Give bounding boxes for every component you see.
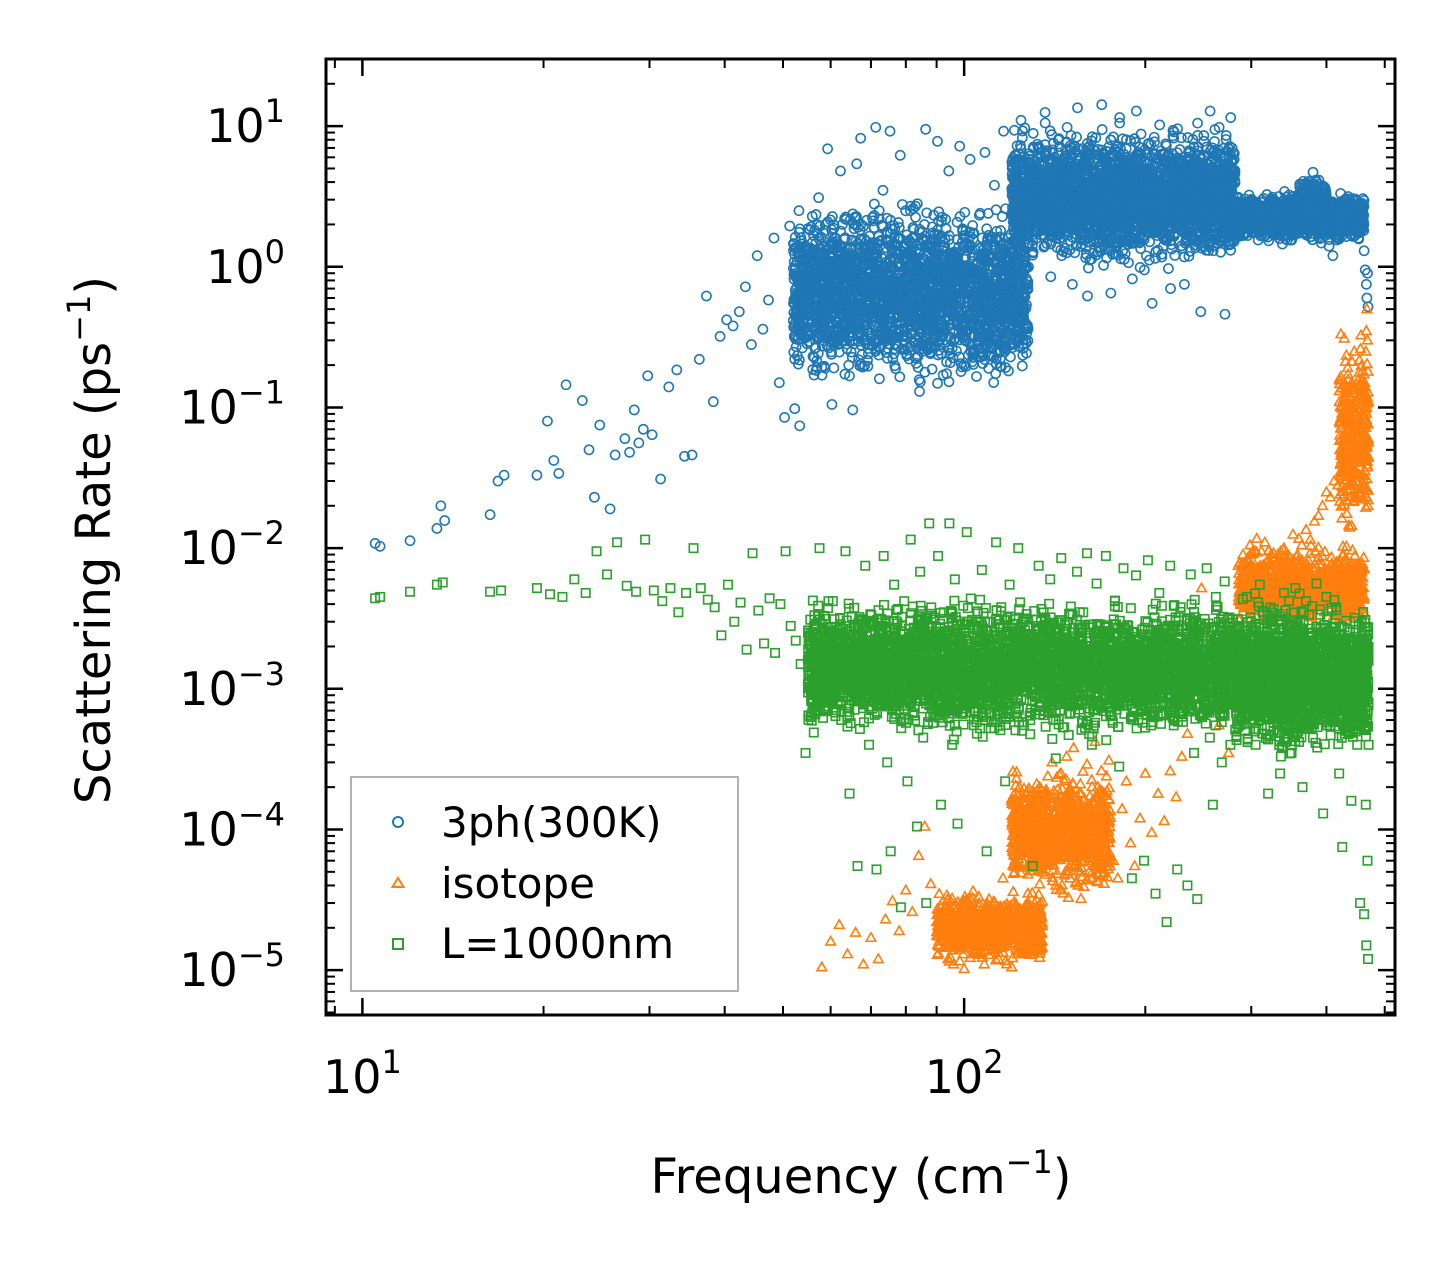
data-point-dense bbox=[951, 216, 963, 228]
data-point-dense bbox=[967, 220, 979, 231]
data-point-dense bbox=[887, 353, 899, 365]
data-points bbox=[369, 99, 1375, 974]
major-ticks bbox=[326, 59, 1395, 1015]
data-point-dense bbox=[913, 374, 925, 386]
data-point-dense bbox=[921, 207, 933, 219]
series-3ph-300k- bbox=[369, 99, 1374, 552]
data-point-dense bbox=[944, 357, 956, 369]
data-point-dense bbox=[1000, 362, 1011, 373]
data-point-dense bbox=[876, 219, 888, 231]
data-point-dense bbox=[971, 371, 982, 382]
